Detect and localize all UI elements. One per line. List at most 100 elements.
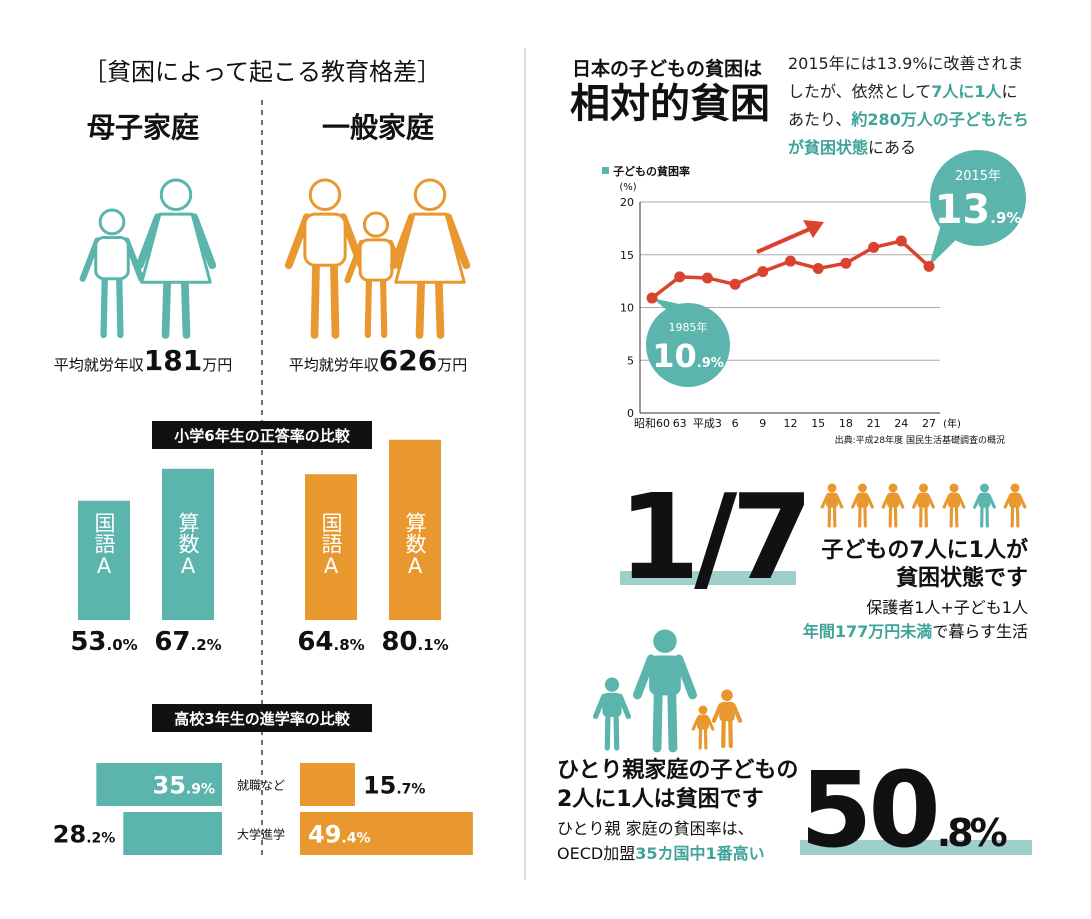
note-part: OECD加盟	[557, 844, 635, 863]
person-leg	[364, 273, 373, 339]
person-body	[978, 492, 991, 508]
person-arm	[444, 213, 471, 270]
person-leg	[434, 278, 445, 339]
y-tick-label: 15	[620, 249, 634, 262]
x-tick-label: 9	[759, 417, 766, 430]
person-leg	[329, 257, 340, 339]
person-arm	[674, 654, 698, 700]
person-head	[980, 483, 989, 493]
x-tick-label: 24	[894, 417, 908, 430]
person-icon	[881, 483, 905, 528]
x-tick-label: 27	[922, 417, 936, 430]
person-head	[858, 483, 867, 493]
person-body	[140, 212, 212, 284]
line-point	[729, 278, 741, 290]
bar-category-label: 国語A	[319, 512, 343, 578]
person-head	[888, 483, 898, 493]
summary-part: にあたり、	[788, 82, 1018, 129]
bubble-value: 10.9%	[652, 337, 724, 375]
bar	[162, 468, 214, 620]
line-point	[785, 255, 796, 267]
bar	[389, 439, 441, 620]
person-arm	[632, 654, 656, 700]
legend-label: 子どもの貧困率	[613, 164, 690, 178]
person-leg	[721, 714, 726, 749]
person-body	[94, 236, 130, 281]
person-body	[948, 492, 960, 508]
value-major: 28	[53, 821, 86, 849]
line-point	[757, 266, 769, 278]
row-label: 就職など	[237, 779, 285, 793]
income-unit: 万円	[202, 356, 232, 374]
person-body	[697, 714, 709, 730]
value-label: 35.9%	[153, 772, 216, 800]
person-icon	[711, 689, 743, 749]
value-major: 67	[154, 627, 190, 657]
x-tick-label: 18	[839, 417, 853, 430]
x-tick-label: 平成3	[693, 417, 722, 430]
bar	[305, 474, 357, 620]
value-label: 28.2%	[53, 821, 116, 849]
income-label: 平均就労年収	[54, 356, 144, 374]
person-arm	[135, 213, 162, 270]
value-minor: .8%	[937, 811, 1007, 855]
legend-swatch	[602, 167, 609, 174]
person-body	[649, 655, 681, 696]
x-unit: (年)	[943, 417, 961, 430]
note-part: 年間177万円未満	[803, 622, 932, 641]
person-icon	[691, 705, 715, 750]
income-unit: 万円	[437, 356, 467, 374]
note-part: 35カ国中1番高い	[635, 844, 764, 863]
line-point	[840, 257, 852, 269]
person-leg	[379, 273, 388, 339]
row-label: 大学進学	[237, 827, 285, 842]
person-head	[604, 677, 620, 692]
income: 平均就労年収181万円	[54, 344, 232, 377]
summary-part: 約280万人の子どもたちが貧困状態	[788, 110, 1029, 157]
value-label: 49.4%	[308, 821, 371, 849]
value-major: 13	[935, 187, 991, 233]
value-major: 49	[308, 821, 341, 849]
value-minor: .2%	[191, 636, 222, 654]
sp-note: ひとり親 家庭の貧困率は、	[557, 819, 754, 838]
bar-category-label: 国語A	[92, 512, 116, 578]
person-icon	[851, 483, 874, 528]
value-label: 15.7%	[363, 772, 426, 800]
person-icon	[912, 483, 935, 528]
person-leg	[728, 714, 733, 749]
rate-value: 50.8%	[800, 749, 1007, 871]
person-head	[949, 483, 959, 493]
group-name: 母子家庭	[87, 111, 200, 144]
person-icon	[389, 178, 471, 339]
summary-part: にある	[868, 138, 917, 157]
source: 出典:平成28年度 国民生活基礎調査の概況	[835, 434, 1005, 446]
person-head	[1010, 483, 1020, 493]
underline-bar	[620, 571, 796, 585]
y-tick-label: 10	[620, 302, 634, 315]
line-point	[895, 235, 907, 247]
y-tick-label: 0	[627, 407, 634, 420]
person-leg	[652, 686, 663, 753]
bar	[78, 500, 130, 620]
person-leg	[310, 257, 321, 339]
chart-title: 小学6年生の正答率の比較	[174, 427, 350, 445]
person-leg	[100, 271, 108, 339]
x-tick-label: 6	[732, 417, 739, 430]
ratio-line: 子どもの7人に1人が	[821, 537, 1028, 563]
value-label: 53.0%	[70, 627, 137, 657]
income-value: 181	[144, 344, 202, 377]
person-icon	[632, 629, 698, 753]
group-name: 一般家庭	[322, 111, 435, 144]
person-head	[721, 689, 733, 702]
value-minor: .1%	[418, 636, 449, 654]
value-minor: .9%	[990, 209, 1021, 227]
x-tick-label: 15	[811, 417, 825, 430]
person-arm	[190, 213, 217, 270]
person-icon	[135, 178, 217, 339]
line-point	[868, 241, 880, 253]
line-point	[646, 292, 658, 304]
ratio-line: 貧困状態です	[896, 565, 1028, 591]
bar-category-label: 算数A	[176, 512, 200, 578]
value-minor: .8%	[334, 636, 365, 654]
x-tick-label: 昭和60	[634, 417, 670, 430]
